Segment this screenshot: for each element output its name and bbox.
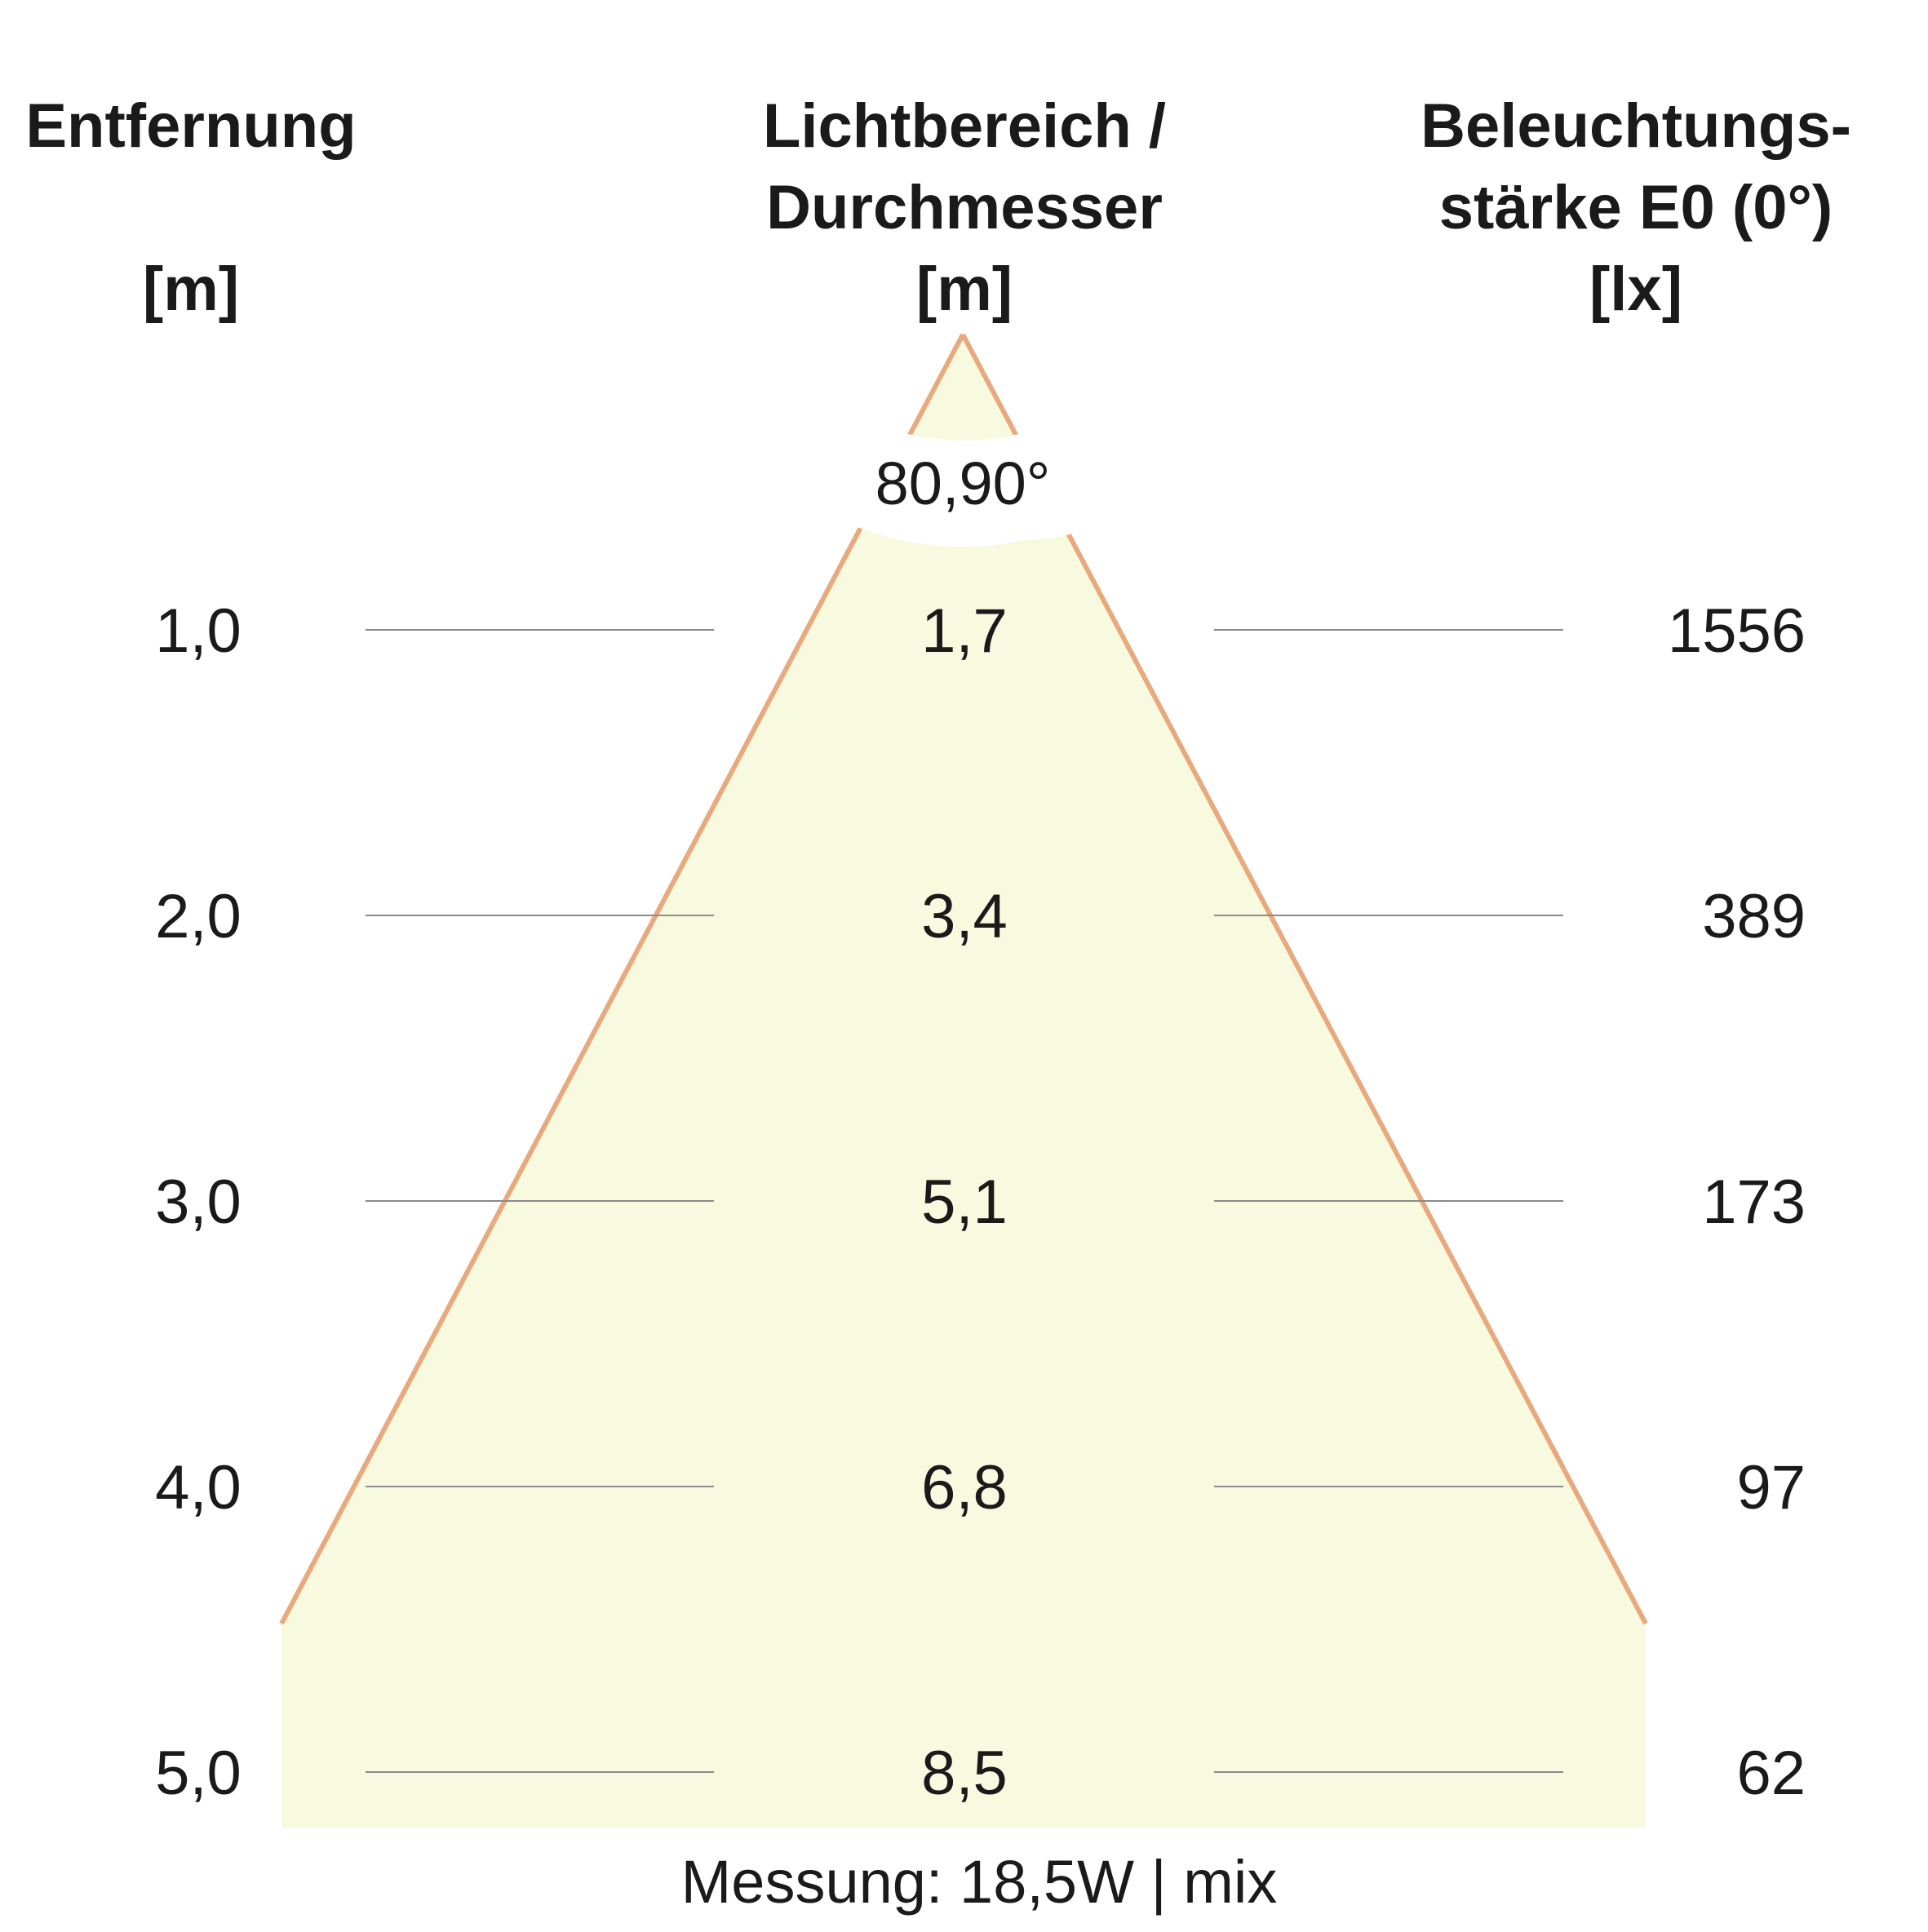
header-illuminance-line1: Beleuchtungs- (1421, 91, 1851, 161)
header-diameter: Lichtbereich / Durchmesser [m] (763, 91, 1166, 324)
angle-label-backdrop (857, 416, 1070, 541)
row-distance-value: 3,0 (155, 1168, 242, 1237)
row-diameter-value: 5,1 (921, 1168, 1008, 1237)
row-distance-value: 5,0 (155, 1739, 242, 1808)
beam-angle-label: 80,90° (875, 450, 1051, 517)
cone-edge-right (960, 333, 1648, 1625)
row-diameter-value: 8,5 (921, 1739, 1008, 1808)
header-diameter-line1: Lichtbereich / (763, 91, 1166, 161)
header-distance: Entfernung [m] (25, 91, 356, 324)
measurement-row: 5,0 8,5 62 (155, 1739, 1806, 1808)
row-illuminance-value: 1556 (1668, 596, 1806, 666)
header-illuminance: Beleuchtungs- stärke E0 (0°) [lx] (1421, 91, 1851, 324)
measurement-row: 3,0 5,1 173 (155, 1168, 1806, 1237)
row-illuminance-value: 173 (1702, 1168, 1806, 1237)
light-cone (281, 335, 1646, 1828)
angle-label-backdrop (844, 506, 1081, 547)
row-illuminance-value: 62 (1736, 1739, 1806, 1808)
row-diameter-value: 3,4 (921, 882, 1008, 951)
header-illuminance-line2: stärke E0 (0°) (1439, 173, 1833, 242)
measurement-row: 4,0 6,8 97 (155, 1453, 1806, 1522)
row-illuminance-value: 389 (1702, 882, 1806, 951)
row-distance-value: 2,0 (155, 882, 242, 951)
cone-edge-left (279, 333, 965, 1625)
header-distance-title: Entfernung (25, 91, 356, 161)
measurement-row: 1,0 1,7 1556 (155, 596, 1806, 666)
measurement-footer: Messung: 18,5W | mix (681, 1848, 1278, 1916)
row-diameter-value: 6,8 (921, 1453, 1008, 1522)
row-illuminance-value: 97 (1736, 1453, 1806, 1522)
header-diameter-line2: Durchmesser (766, 173, 1163, 242)
measurement-rows: 1,0 1,7 1556 2,0 3,4 389 3,0 5,1 173 4,0 6,8 97 5,0 8… (155, 596, 1806, 1808)
row-distance-value: 1,0 (155, 596, 242, 666)
header-diameter-unit: [m] (916, 255, 1013, 324)
header-illuminance-unit: [lx] (1589, 255, 1682, 324)
header-distance-unit: [m] (143, 255, 239, 324)
row-distance-value: 4,0 (155, 1453, 242, 1522)
row-diameter-value: 1,7 (921, 596, 1008, 666)
measurement-row: 2,0 3,4 389 (155, 882, 1806, 951)
